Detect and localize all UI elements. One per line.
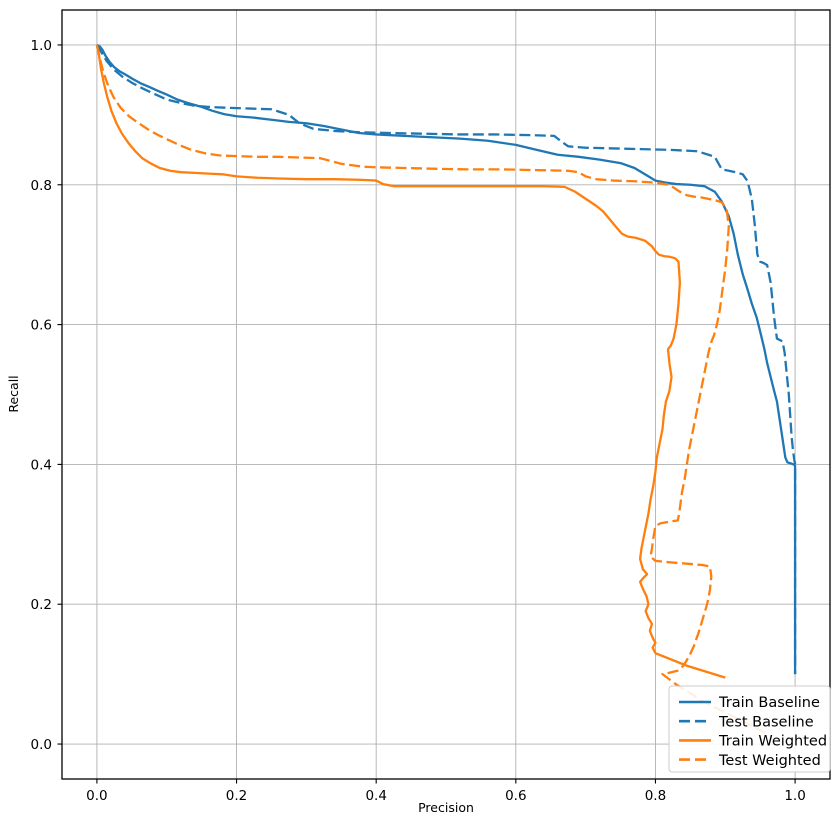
axis-ticks: 0.0 0.2 0.4 0.6 0.8 1.0 0.0 0.2 0.4 0.6 0.8 1.0 <box>31 38 806 804</box>
series-line-test-weighted <box>95 44 768 735</box>
x-tick-label: 0.6 <box>505 788 526 804</box>
legend-label-train-baseline: Train Baseline <box>718 695 820 711</box>
x-tick-label: 1.0 <box>784 788 805 804</box>
x-axis-label: Precision <box>418 800 474 815</box>
y-tick-label: 0.6 <box>31 318 52 334</box>
legend-label-test-baseline: Test Baseline <box>718 714 814 730</box>
x-tick-label: 0.8 <box>645 788 666 804</box>
series-line-test-baseline <box>95 44 797 675</box>
grid-lines <box>62 10 830 779</box>
y-tick-label: 1.0 <box>31 38 52 54</box>
y-tick-label: 0.0 <box>31 737 52 753</box>
y-tick-label: 0.8 <box>31 178 52 194</box>
plot-background <box>62 10 830 779</box>
legend-label-test-weighted: Test Weighted <box>718 753 821 769</box>
plot-spines <box>61 9 831 780</box>
chart-legend[interactable]: Train Baseline Test Baseline Train Weighte… <box>668 685 831 773</box>
series-line-train-baseline <box>96 43 797 675</box>
legend-box <box>668 685 831 773</box>
y-tick-label: 0.4 <box>31 457 52 473</box>
y-axis-label: Recall <box>6 375 21 412</box>
series-line-train-weighted <box>95 44 726 679</box>
legend-label-train-weighted: Train Weighted <box>718 734 827 750</box>
y-tick-label: 0.2 <box>31 597 52 613</box>
x-tick-label: 0.2 <box>226 788 247 804</box>
x-tick-label: 0.0 <box>86 788 107 804</box>
data-series-layer <box>95 43 797 735</box>
x-tick-label: 0.4 <box>365 788 386 804</box>
